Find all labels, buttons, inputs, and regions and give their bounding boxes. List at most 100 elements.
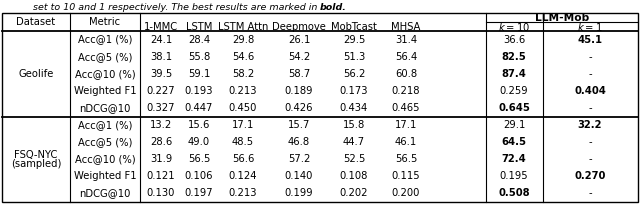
Text: 0.259: 0.259 — [500, 86, 528, 96]
Text: 0.450: 0.450 — [229, 103, 257, 113]
Text: 87.4: 87.4 — [502, 69, 527, 79]
Text: 0.108: 0.108 — [340, 171, 368, 181]
Text: Deepmove: Deepmove — [272, 21, 326, 32]
Text: 56.5: 56.5 — [188, 154, 210, 164]
Text: 0.115: 0.115 — [392, 171, 420, 181]
Text: 0.202: 0.202 — [340, 188, 368, 198]
Text: 0.124: 0.124 — [228, 171, 257, 181]
Text: 28.6: 28.6 — [150, 137, 172, 147]
Text: 0.227: 0.227 — [147, 86, 175, 96]
Text: -: - — [588, 188, 592, 198]
Text: 72.4: 72.4 — [502, 154, 526, 164]
Text: Geolife: Geolife — [19, 69, 54, 79]
Text: 0.447: 0.447 — [185, 103, 213, 113]
Text: 52.5: 52.5 — [343, 154, 365, 164]
Text: 0.195: 0.195 — [500, 171, 528, 181]
Text: Weighted F1: Weighted F1 — [74, 171, 136, 181]
Text: 58.2: 58.2 — [232, 69, 254, 79]
Text: 0.197: 0.197 — [185, 188, 213, 198]
Text: 0.465: 0.465 — [392, 103, 420, 113]
Text: -: - — [588, 154, 592, 164]
Text: 0.189: 0.189 — [285, 86, 313, 96]
Text: 13.2: 13.2 — [150, 120, 172, 130]
Text: 0.426: 0.426 — [285, 103, 313, 113]
Text: 31.4: 31.4 — [395, 35, 417, 44]
Text: FSQ-NYC: FSQ-NYC — [14, 150, 58, 160]
Text: 0.130: 0.130 — [147, 188, 175, 198]
Text: Dataset: Dataset — [17, 17, 56, 27]
Text: 0.213: 0.213 — [228, 188, 257, 198]
Text: 15.7: 15.7 — [288, 120, 310, 130]
Text: nDCG@10: nDCG@10 — [79, 188, 131, 198]
Text: 0.218: 0.218 — [392, 86, 420, 96]
Text: 0.213: 0.213 — [228, 86, 257, 96]
Text: 56.6: 56.6 — [232, 154, 254, 164]
Text: 59.1: 59.1 — [188, 69, 210, 79]
Text: Metric: Metric — [90, 17, 120, 27]
Text: 26.1: 26.1 — [288, 35, 310, 44]
Text: 36.6: 36.6 — [503, 35, 525, 44]
Text: Acc@1 (%): Acc@1 (%) — [78, 120, 132, 130]
Text: 0.193: 0.193 — [185, 86, 213, 96]
Text: 31.9: 31.9 — [150, 154, 172, 164]
Text: 39.5: 39.5 — [150, 69, 172, 79]
Text: 54.6: 54.6 — [232, 52, 254, 62]
Text: Acc@1 (%): Acc@1 (%) — [78, 35, 132, 44]
Text: 17.1: 17.1 — [232, 120, 254, 130]
Text: 17.1: 17.1 — [395, 120, 417, 130]
Text: Acc@5 (%): Acc@5 (%) — [78, 137, 132, 147]
Text: 1-MMC: 1-MMC — [144, 21, 178, 32]
Text: 56.2: 56.2 — [343, 69, 365, 79]
Text: 54.2: 54.2 — [288, 52, 310, 62]
Text: Weighted F1: Weighted F1 — [74, 86, 136, 96]
Text: 24.1: 24.1 — [150, 35, 172, 44]
Text: LLM-Mob: LLM-Mob — [535, 13, 589, 22]
Text: 0.106: 0.106 — [185, 171, 213, 181]
Text: 55.8: 55.8 — [188, 52, 210, 62]
Text: nDCG@10: nDCG@10 — [79, 103, 131, 113]
Text: 29.1: 29.1 — [503, 120, 525, 130]
Text: 0.121: 0.121 — [147, 171, 175, 181]
Text: Acc@10 (%): Acc@10 (%) — [75, 69, 135, 79]
Text: 48.5: 48.5 — [232, 137, 254, 147]
Text: $k = 1$: $k = 1$ — [577, 21, 603, 33]
Text: LSTM: LSTM — [186, 21, 212, 32]
Text: 49.0: 49.0 — [188, 137, 210, 147]
Text: 0.645: 0.645 — [498, 103, 530, 113]
Text: 29.5: 29.5 — [343, 35, 365, 44]
Text: LSTM Attn: LSTM Attn — [218, 21, 268, 32]
Text: 15.8: 15.8 — [343, 120, 365, 130]
Text: 0.404: 0.404 — [574, 86, 606, 96]
Text: 0.173: 0.173 — [340, 86, 368, 96]
Text: -: - — [588, 52, 592, 62]
Text: 0.200: 0.200 — [392, 188, 420, 198]
Text: -: - — [588, 69, 592, 79]
Text: MHSA: MHSA — [391, 21, 420, 32]
Text: 38.1: 38.1 — [150, 52, 172, 62]
Text: 60.8: 60.8 — [395, 69, 417, 79]
Text: Acc@10 (%): Acc@10 (%) — [75, 154, 135, 164]
Text: -: - — [588, 137, 592, 147]
Text: (sampled): (sampled) — [11, 159, 61, 169]
Text: 0.508: 0.508 — [498, 188, 530, 198]
Text: 0.270: 0.270 — [574, 171, 605, 181]
Text: bold.: bold. — [320, 2, 347, 12]
Text: 45.1: 45.1 — [577, 35, 603, 44]
Text: 0.140: 0.140 — [285, 171, 313, 181]
Text: 44.7: 44.7 — [343, 137, 365, 147]
Text: 51.3: 51.3 — [343, 52, 365, 62]
Text: -: - — [588, 103, 592, 113]
Text: 0.327: 0.327 — [147, 103, 175, 113]
Text: MobTcast: MobTcast — [331, 21, 377, 32]
Text: 57.2: 57.2 — [288, 154, 310, 164]
Text: 46.8: 46.8 — [288, 137, 310, 147]
Text: 32.2: 32.2 — [578, 120, 602, 130]
Text: 56.5: 56.5 — [395, 154, 417, 164]
Text: 82.5: 82.5 — [502, 52, 526, 62]
Text: set to 10 and 1 respectively. The best results are marked in: set to 10 and 1 respectively. The best r… — [33, 2, 320, 12]
Text: $k = 10$: $k = 10$ — [498, 21, 530, 33]
Text: 15.6: 15.6 — [188, 120, 210, 130]
Text: 46.1: 46.1 — [395, 137, 417, 147]
Text: 28.4: 28.4 — [188, 35, 210, 44]
Text: 56.4: 56.4 — [395, 52, 417, 62]
